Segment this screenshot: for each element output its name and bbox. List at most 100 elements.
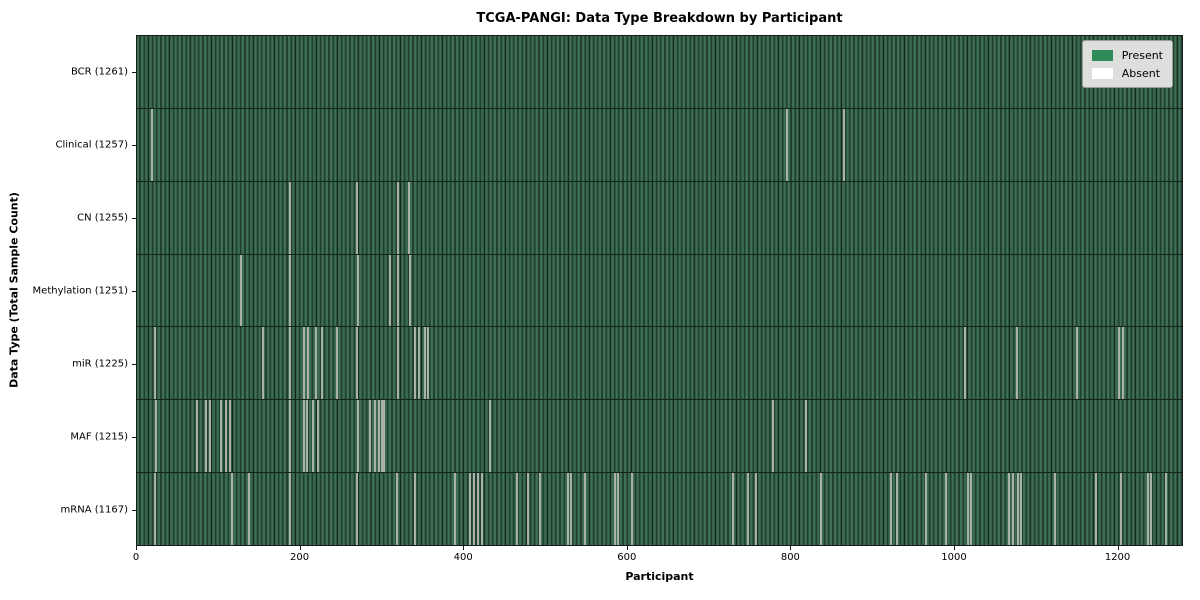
y-tick-label: BCR (1261) [70, 66, 128, 77]
absent-mark [469, 473, 472, 546]
absent-mark [407, 181, 410, 254]
absent-mark [397, 181, 400, 254]
absent-mark [613, 473, 616, 546]
absent-mark [427, 327, 430, 400]
absent-mark [481, 473, 484, 546]
x-tick-mark [299, 546, 301, 550]
absent-mark [925, 473, 928, 546]
absent-mark [397, 254, 400, 327]
y-tick-label: miR (1225) [72, 358, 128, 369]
x-tick-mark [790, 546, 792, 550]
x-axis-label: Participant [625, 570, 694, 583]
absent-mark [1122, 327, 1125, 400]
legend-item-absent: Absent [1091, 64, 1163, 82]
heatmap-row-maf [137, 400, 1182, 474]
absent-mark [1053, 473, 1056, 546]
absent-mark [220, 400, 223, 473]
absent-mark [1012, 473, 1014, 546]
absent-mark [307, 327, 310, 400]
absent-mark [321, 327, 324, 400]
absent-mark [1016, 473, 1019, 546]
absent-mark [746, 473, 749, 546]
absent-mark [1020, 473, 1023, 546]
absent-mark [414, 327, 417, 400]
absent-mark [289, 473, 292, 546]
absent-mark [567, 473, 570, 546]
absent-mark [377, 400, 380, 473]
y-tick-mark [132, 144, 136, 146]
absent-mark [417, 327, 420, 400]
heatmap-row-cn [137, 181, 1182, 255]
plot-area: Present Absent [136, 35, 1183, 546]
absent-mark [584, 473, 587, 546]
absent-mark [357, 400, 360, 473]
heatmap-row-methylation [137, 254, 1182, 328]
absent-mark [302, 400, 305, 473]
absent-mark [356, 473, 359, 546]
x-tick-label: 1200 [1104, 552, 1131, 563]
absent-mark [395, 473, 398, 546]
x-tick-label: 600 [617, 552, 637, 563]
absent-mark [239, 254, 242, 327]
x-tick-label: 0 [132, 552, 140, 563]
y-tick-mark [132, 290, 136, 292]
x-tick-mark [463, 546, 465, 550]
absent-mark [515, 473, 518, 546]
absent-mark [1118, 327, 1121, 400]
x-tick-mark [1117, 546, 1119, 550]
absent-mark [1119, 473, 1122, 546]
chart-title: TCGA-PANGI: Data Type Breakdown by Parti… [476, 11, 843, 26]
y-tick-label: MAF (1215) [70, 431, 128, 442]
y-tick-label: Clinical (1257) [55, 139, 129, 150]
absent-mark [754, 473, 757, 546]
absent-mark [570, 473, 573, 546]
absent-mark [731, 473, 734, 546]
absent-mark [312, 400, 315, 473]
absent-mark [305, 400, 308, 473]
y-axis-tick-labels: BCR (1261) Clinical (1257) CN (1255) Methyl… [0, 35, 128, 546]
y-tick-mark [132, 509, 136, 511]
absent-mark [314, 327, 317, 400]
absent-mark [967, 473, 970, 546]
x-tick-label: 800 [780, 552, 800, 563]
absent-mark [1007, 473, 1010, 546]
heatmap-rows [137, 36, 1182, 546]
absent-mark [454, 473, 457, 546]
absent-mark [896, 473, 899, 546]
legend-swatch-present [1091, 49, 1113, 61]
absent-mark [204, 400, 207, 473]
x-tick-mark [136, 546, 137, 550]
absent-mark [488, 400, 491, 473]
absent-mark [539, 473, 542, 546]
y-tick-label: CN (1255) [77, 212, 128, 223]
absent-mark [804, 400, 807, 473]
x-tick-label: 400 [453, 552, 473, 563]
absent-mark [154, 400, 157, 473]
absent-mark [408, 254, 411, 327]
absent-mark [820, 473, 823, 546]
absent-mark [970, 473, 973, 546]
absent-mark [229, 400, 232, 473]
absent-mark [288, 181, 291, 254]
absent-mark [150, 108, 153, 181]
legend-item-present: Present [1091, 46, 1163, 64]
heatmap-row-mir [137, 327, 1182, 401]
legend-swatch-absent [1091, 67, 1113, 79]
y-tick-mark [132, 71, 136, 73]
absent-mark [477, 473, 480, 546]
absent-mark [209, 400, 212, 473]
absent-mark [357, 254, 360, 327]
absent-mark [527, 473, 530, 546]
absent-mark [383, 400, 386, 473]
absent-mark [473, 473, 476, 546]
absent-mark [302, 327, 305, 400]
x-axis-ticks: 0 200 400 600 800 1000 1200 [132, 546, 1183, 572]
legend-label-present: Present [1121, 48, 1163, 62]
absent-mark [373, 400, 376, 473]
legend: Present Absent [1081, 40, 1173, 88]
absent-mark [414, 473, 417, 546]
absent-mark [1146, 473, 1149, 546]
legend-label-absent: Absent [1121, 66, 1161, 80]
absent-mark [288, 254, 291, 327]
